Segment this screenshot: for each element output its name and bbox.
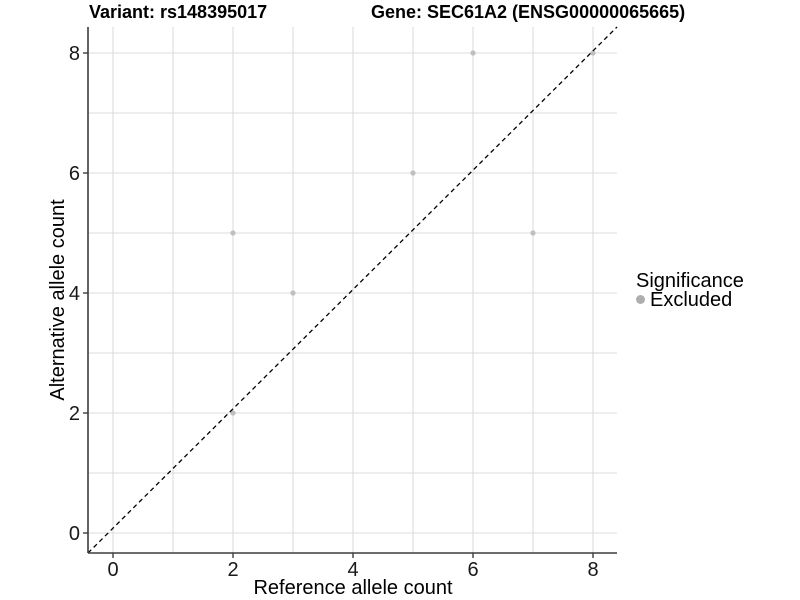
y-tick-label: 8 [69,43,80,65]
data-point [590,50,596,56]
y-tick-label: 6 [69,163,80,185]
data-point [290,290,296,296]
x-tick-label: 2 [227,559,238,581]
y-axis-title: Alternative allele count [47,199,69,401]
y-tick-label: 0 [69,523,80,545]
x-axis-title: Reference allele count [253,577,452,599]
data-point [230,410,236,416]
identity-line [87,26,618,554]
x-tick-label: 4 [347,559,358,581]
x-tick-label: 6 [467,559,478,581]
legend-title: Significance [636,270,744,292]
x-tick-label: 8 [587,559,598,581]
plot-title-left: Variant: rs148395017 [89,2,268,22]
y-tick-label: 2 [69,403,80,425]
data-point [530,230,536,236]
data-point [410,170,416,176]
legend-item-label: Excluded [650,289,733,311]
x-tick-label: 0 [107,559,118,581]
data-point [470,50,476,56]
data-point [230,230,236,236]
y-tick-label: 4 [69,283,80,305]
plot-title-right: Gene: SEC61A2 (ENSG00000065665) [371,2,686,22]
legend-point-icon [636,295,645,304]
